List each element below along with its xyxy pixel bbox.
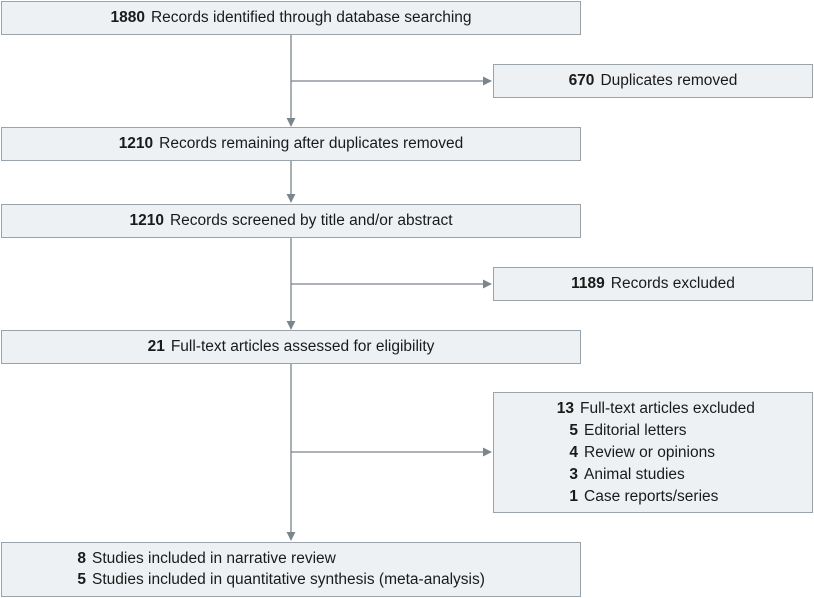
exclusion-reason-count: 3: [569, 466, 578, 483]
fulltext-box: 21 Full-text articles assessed for eligib…: [1, 330, 581, 364]
exclusion-reason-label: Review or opinions: [584, 444, 715, 461]
remaining-label: Records remaining after duplicates remov…: [159, 135, 464, 152]
fulltext-excluded-label: Full-text articles excluded: [580, 400, 755, 417]
records-excluded-label: Records excluded: [610, 275, 735, 292]
fulltext-count: 21: [147, 338, 165, 355]
screened-box: 1210 Records screened by title and/or abs…: [1, 204, 581, 238]
records-excluded-count: 1189: [571, 275, 605, 292]
identified-label: Records identified through database sear…: [150, 9, 472, 26]
exclusion-reason-label: Animal studies: [584, 466, 685, 483]
exclusion-reason: 5 Editorial letters: [558, 421, 812, 441]
identified-count: 1880: [110, 9, 145, 26]
remaining-box: 1210 Records remaining after duplicates r…: [1, 127, 581, 161]
included-count: 8: [77, 550, 86, 567]
exclusion-reason-count: 4: [569, 444, 578, 461]
identified-box: 1880 Records identified through database …: [1, 1, 581, 35]
fulltext-excluded-count: 13: [556, 400, 574, 417]
records-excluded-box: 1189 Records excluded: [493, 267, 813, 301]
included-label: Studies included in narrative review: [92, 550, 336, 567]
screened-count: 1210: [129, 212, 164, 229]
duplicates-label: Duplicates removed: [600, 72, 738, 89]
included-label: Studies included in quantitative synthes…: [92, 571, 485, 588]
exclusion-reason: 4 Review or opinions: [558, 443, 812, 463]
exclusion-reason-label: Editorial letters: [584, 422, 687, 439]
exclusion-reason: 1 Case reports/series: [558, 487, 812, 507]
duplicates-count: 670: [568, 72, 595, 89]
remaining-count: 1210: [118, 135, 154, 152]
exclusion-reason-count: 1: [569, 488, 578, 505]
exclusion-reasons-list: 5 Editorial letters 4 Review or opinions 3…: [494, 421, 812, 507]
included-count: 5: [77, 571, 86, 588]
included-item: 8 Studies included in narrative review: [66, 549, 580, 569]
included-item: 5 Studies included in quantitative synthe…: [66, 570, 580, 590]
exclusion-reason: 3 Animal studies: [558, 465, 812, 485]
fulltext-excluded-box: 13 Full-text articles excluded 5 Editorial…: [493, 392, 813, 513]
screened-label: Records screened by title and/or abstrac…: [169, 212, 453, 229]
duplicates-box: 670 Duplicates removed: [493, 64, 813, 98]
fulltext-label: Full-text articles assessed for eligibil…: [170, 338, 435, 355]
exclusion-reason-label: Case reports/series: [584, 488, 719, 505]
exclusion-reason-count: 5: [569, 422, 578, 439]
